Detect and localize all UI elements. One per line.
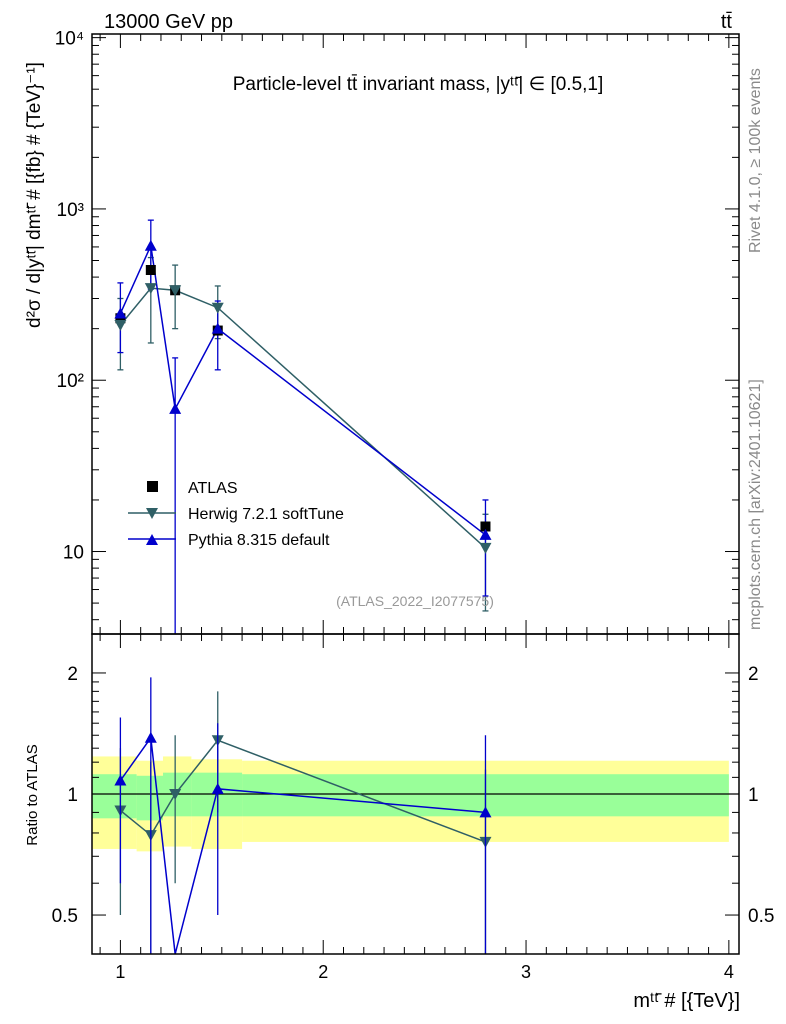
ratio-point-pythia (479, 806, 492, 818)
data-point-pythia (114, 307, 127, 319)
ratio-y-tick-label-right: 2 (748, 664, 759, 685)
data-point-pythia (211, 322, 224, 334)
data-point-pythia (169, 402, 182, 414)
ratio-point-pythia (114, 774, 127, 786)
stat-uncertainty-band (92, 774, 120, 819)
rivet-label: Rivet 4.1.0, ≥ 100k events (747, 68, 764, 253)
data-point-herwig (211, 302, 224, 314)
x-tick-label: 2 (318, 962, 328, 982)
y-tick-label: 10² (57, 371, 84, 392)
y-axis-label: d²σ / d|yᵗᵗ̄| dmᵗᵗ̄ # [{fb} # {TeV}⁻¹] (24, 62, 45, 328)
legend-label-pythia: Pythia 8.315 default (188, 532, 330, 549)
data-point-herwig (114, 320, 127, 332)
header-energy: 13000 GeV pp (104, 11, 233, 33)
legend-marker-herwig (146, 508, 158, 519)
data-point-herwig (144, 283, 157, 295)
data-point-herwig (479, 542, 492, 554)
ratio-point-pythia (144, 731, 157, 743)
main-panel: 1 2 3 4 10 10² 10³ 10⁴ (55, 29, 739, 982)
chart-title: Particle-level tt̄ invariant mass, |yᵗᵗ̄… (233, 74, 604, 95)
y-tick-label: 10⁴ (55, 29, 84, 50)
data-point-atlas (480, 521, 491, 532)
x-tick-label: 4 (724, 962, 734, 982)
ratio-y-tick-label: 0.5 (52, 906, 78, 927)
ratio-y-axis-label: Ratio to ATLAS (24, 744, 41, 845)
ratio-frame (91, 633, 740, 955)
ratio-y-tick-label-right: 0.5 (748, 906, 774, 927)
legend-label-atlas: ATLAS (188, 480, 238, 497)
legend: ATLAS Herwig 7.2.1 softTune Pythia 8.315… (128, 480, 344, 549)
analysis-watermark: (ATLAS_2022_I2077575) (336, 593, 494, 609)
ratio-panel: 0.5 0.5 1 1 2 2 (52, 664, 774, 955)
x-tick-label: 3 (521, 962, 531, 982)
legend-label-herwig: Herwig 7.2.1 softTune (188, 506, 344, 523)
legend-marker-atlas (147, 481, 158, 492)
data-point-pythia (479, 528, 492, 540)
y-tick-label: 10³ (57, 200, 84, 221)
data-point-herwig (169, 285, 182, 297)
legend-marker-pythia (146, 534, 158, 545)
header-process: tt̄ (721, 11, 733, 33)
mcplots-label: mcplots.cern.ch [arXiv:2401.10621] (747, 379, 764, 630)
ratio-point-pythia (211, 782, 224, 794)
x-tick-label: 1 (115, 962, 125, 982)
ratio-y-tick-label-right: 1 (748, 785, 759, 806)
data-point-atlas (145, 265, 156, 276)
y-tick-label: 10 (63, 543, 84, 564)
ratio-y-tick-label: 1 (67, 785, 78, 806)
ratio-y-tick-label: 2 (67, 664, 78, 685)
x-axis-label: mᵗᵗ̄ # [{TeV}] (633, 990, 740, 1012)
ratio-point-herwig (169, 789, 182, 800)
data-point-pythia (144, 239, 157, 251)
